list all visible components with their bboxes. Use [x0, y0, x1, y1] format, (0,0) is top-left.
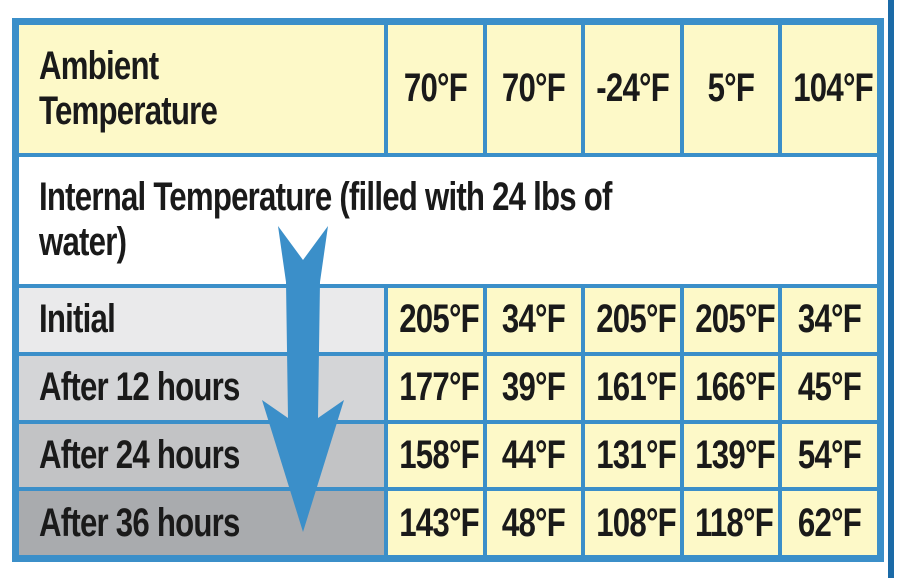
table-cell: 44°F [486, 423, 582, 488]
ambient-cell: 70°F [486, 25, 582, 153]
section-row: Internal Temperature (filled with 24 lbs… [19, 156, 877, 284]
table-cell: 34°F [486, 288, 582, 352]
table-cell: 39°F [486, 355, 582, 420]
temperature-table: Ambient Temperature 70°F 70°F -24°F 5°F … [15, 21, 881, 559]
ambient-label: Ambient Temperature [19, 25, 384, 153]
ambient-cell: 70°F [388, 25, 483, 153]
table-cell: 54°F [782, 423, 877, 488]
ambient-cell: -24°F [585, 25, 680, 153]
ambient-row: Ambient Temperature 70°F 70°F -24°F 5°F … [19, 25, 877, 153]
table-cell: 131°F [585, 423, 680, 488]
row-label: After 36 hours [19, 491, 384, 555]
ambient-cell: 5°F [683, 25, 779, 153]
table-cell: 139°F [683, 423, 779, 488]
right-edge-stripe [888, 0, 894, 578]
table-cell: 177°F [388, 355, 483, 420]
table-cell: 161°F [585, 355, 680, 420]
table-cell: 48°F [486, 491, 582, 555]
table-cell: 108°F [585, 491, 680, 555]
table-cell: 143°F [388, 491, 483, 555]
ambient-cell: 104°F [782, 25, 877, 153]
table-cell: 158°F [388, 423, 483, 488]
table-cell: 62°F [782, 491, 877, 555]
table-row: After 24 hours 158°F 44°F 131°F 139°F 54… [19, 423, 877, 488]
temperature-table-frame: Ambient Temperature 70°F 70°F -24°F 5°F … [12, 18, 884, 562]
table-cell: 166°F [683, 355, 779, 420]
table-cell: 205°F [683, 288, 779, 352]
row-label: After 12 hours [19, 355, 384, 420]
table-row: After 36 hours 143°F 48°F 108°F 118°F 62… [19, 491, 877, 555]
row-label: After 24 hours [19, 423, 384, 488]
table-cell: 205°F [585, 288, 680, 352]
table-cell: 118°F [683, 491, 779, 555]
table-cell: 34°F [782, 288, 877, 352]
row-label: Initial [19, 288, 384, 352]
table-cell: 205°F [388, 288, 483, 352]
table-row: After 12 hours 177°F 39°F 161°F 166°F 45… [19, 355, 877, 420]
table-cell: 45°F [782, 355, 877, 420]
section-label: Internal Temperature (filled with 24 lbs… [19, 156, 877, 284]
table-row: Initial 205°F 34°F 205°F 205°F 34°F [19, 288, 877, 352]
